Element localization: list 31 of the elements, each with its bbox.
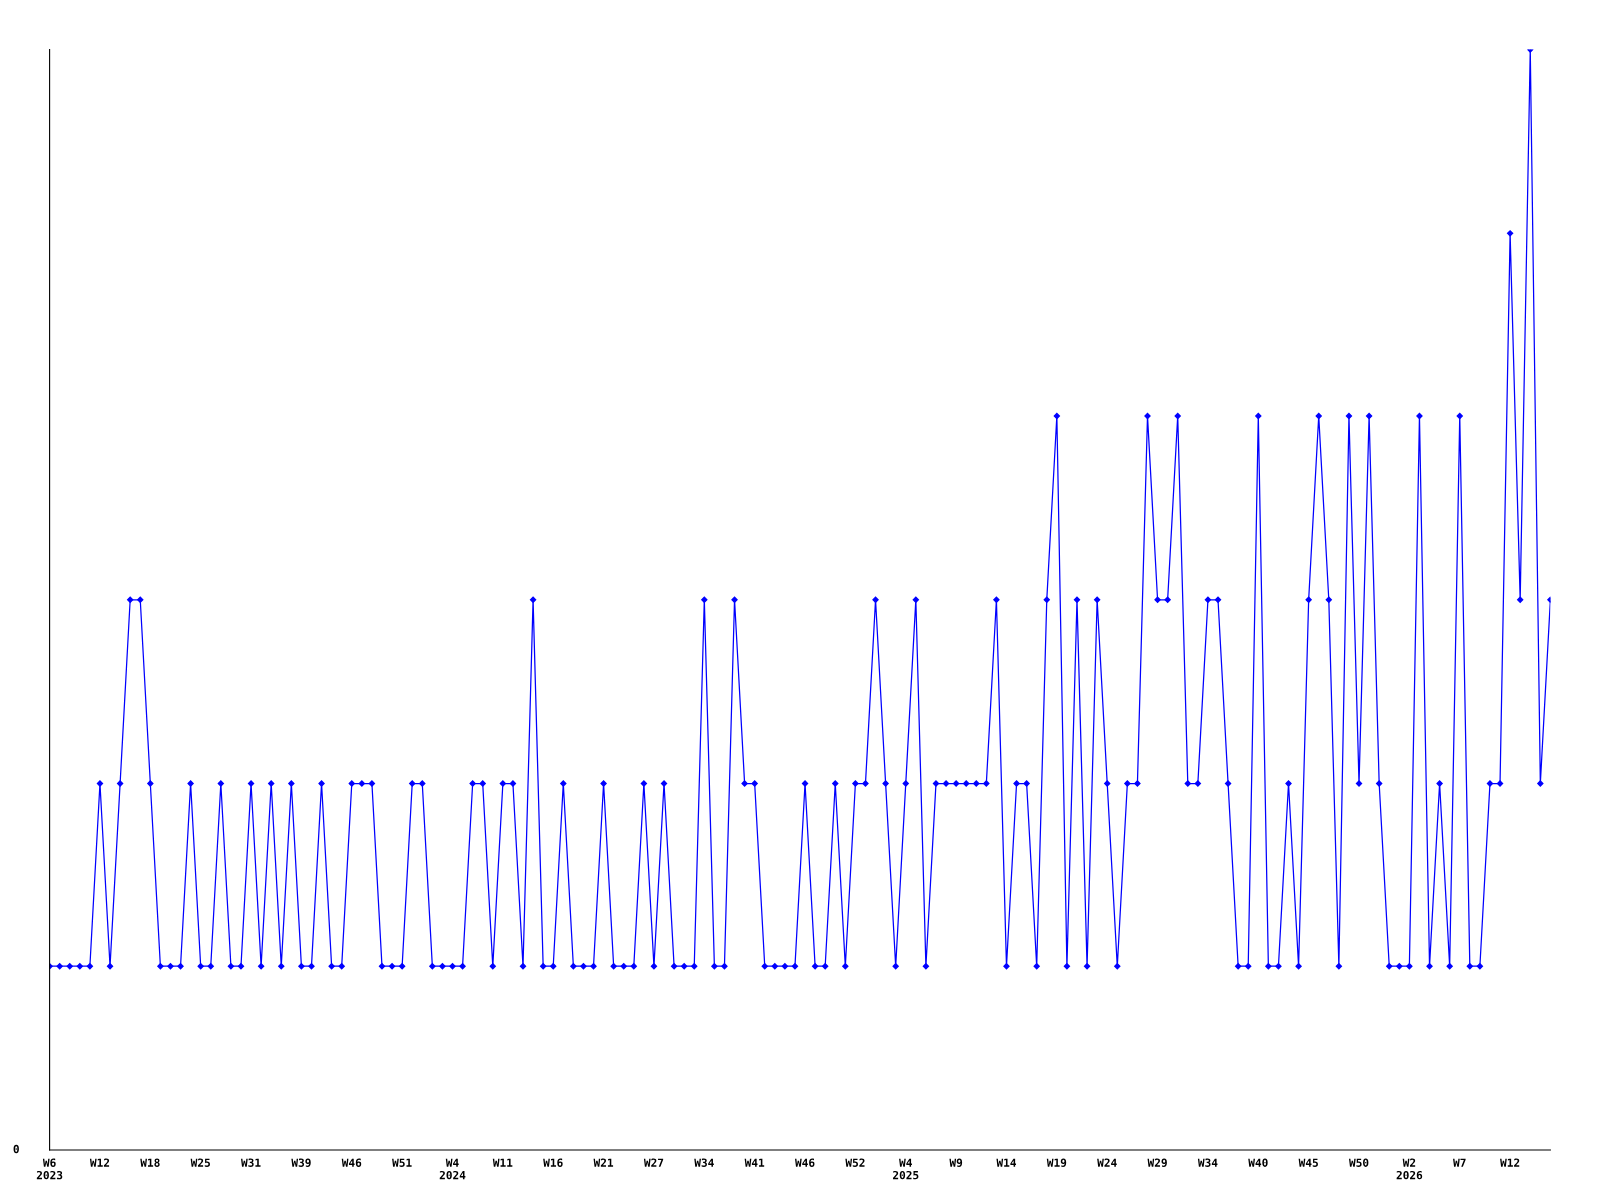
- x-tick-label: W21: [593, 1158, 614, 1167]
- x-tick-label: W25: [190, 1158, 210, 1167]
- x-tick-label: W4 2025: [893, 1158, 919, 1180]
- x-tick-label: W16: [543, 1158, 563, 1167]
- x-tick-label: W34: [694, 1158, 714, 1167]
- x-tick-label: W2 2026: [1396, 1158, 1423, 1180]
- x-tick-label: W29: [1147, 1158, 1167, 1167]
- x-tick-label: W46: [341, 1158, 362, 1167]
- x-tick-label: W45: [1298, 1158, 1318, 1167]
- x-tick-label: W46: [795, 1158, 815, 1167]
- x-tick-label: W40: [1248, 1158, 1268, 1167]
- x-tick-label: W34: [1197, 1158, 1218, 1167]
- x-tick-label: W12: [1500, 1158, 1520, 1167]
- x-tick-label: W19: [1046, 1158, 1067, 1167]
- text: 0: [13, 1144, 19, 1154]
- x-tick-label: W51: [392, 1158, 412, 1167]
- x-tick-label: W7: [1453, 1158, 1466, 1167]
- x-tick-label: W11: [492, 1158, 513, 1167]
- x-tick-label: W24: [1097, 1158, 1117, 1167]
- x-tick-label: W6 2023: [36, 1158, 63, 1180]
- x-tick-label: W31: [241, 1158, 261, 1167]
- x-tick-label: W4 2024: [439, 1158, 466, 1180]
- x-tick-label: W50: [1348, 1158, 1369, 1167]
- x-tick-label: W52: [845, 1158, 865, 1167]
- x-tick-label: W12: [89, 1158, 110, 1167]
- x-tick-label: W41: [744, 1158, 765, 1167]
- x-tick-label: W39: [291, 1158, 311, 1167]
- x-tick-label: W27: [643, 1158, 664, 1167]
- x-tick-label: W9: [949, 1158, 963, 1167]
- x-tick-label: W18: [140, 1158, 160, 1167]
- x-tick-label: W14: [996, 1158, 1017, 1167]
